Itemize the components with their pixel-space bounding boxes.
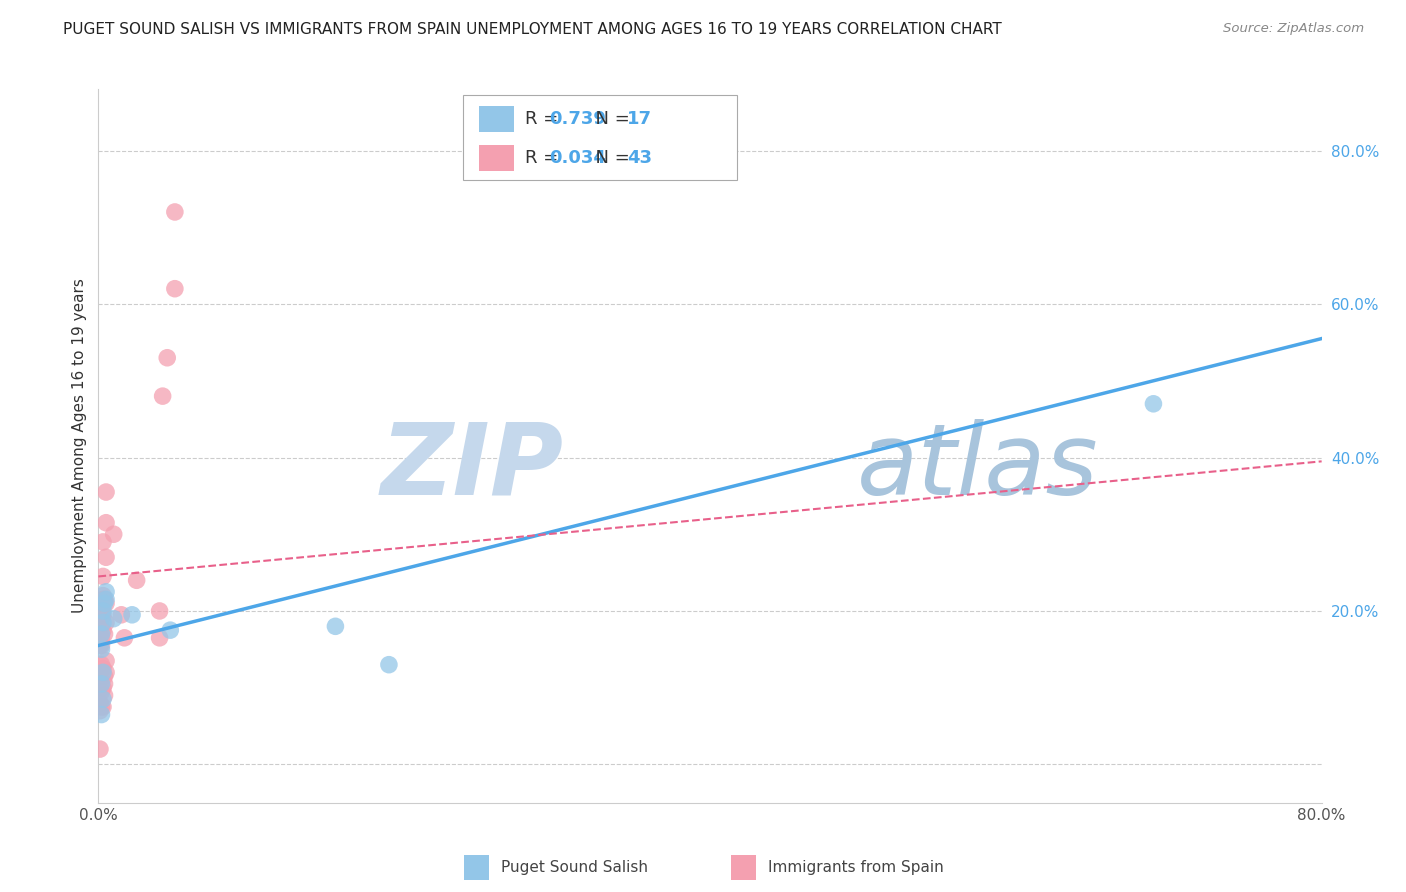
Point — [91, 607, 114, 622]
Point — [149, 604, 172, 618]
Point — [90, 642, 112, 657]
Point — [91, 592, 114, 607]
Point — [94, 584, 117, 599]
Text: 17: 17 — [627, 111, 652, 128]
Point — [89, 665, 111, 680]
Point — [112, 631, 135, 645]
Point — [91, 623, 114, 637]
Point — [89, 696, 111, 710]
Point — [91, 661, 114, 675]
Point — [159, 623, 181, 637]
Point — [93, 627, 115, 641]
Text: N =: N = — [583, 111, 636, 128]
Point — [325, 619, 347, 633]
Point — [94, 592, 117, 607]
Point — [90, 631, 112, 645]
Point — [94, 550, 117, 565]
Point — [149, 631, 172, 645]
Text: R =: R = — [524, 111, 564, 128]
Point — [93, 689, 115, 703]
Point — [94, 516, 117, 530]
Point — [163, 205, 186, 219]
Text: Source: ZipAtlas.com: Source: ZipAtlas.com — [1223, 22, 1364, 36]
Point — [91, 681, 114, 695]
Text: N =: N = — [583, 149, 636, 167]
Point — [90, 677, 112, 691]
Point — [163, 282, 186, 296]
Y-axis label: Unemployment Among Ages 16 to 19 years: Unemployment Among Ages 16 to 19 years — [72, 278, 87, 614]
Text: Puget Sound Salish: Puget Sound Salish — [501, 860, 648, 874]
Point — [91, 699, 114, 714]
Point — [91, 615, 114, 630]
Text: ZIP: ZIP — [380, 419, 564, 516]
Point — [94, 654, 117, 668]
Text: R =: R = — [524, 149, 564, 167]
Point — [93, 677, 115, 691]
Point — [378, 657, 401, 672]
Point — [90, 604, 112, 618]
Point — [125, 574, 148, 588]
Point — [93, 596, 115, 610]
Point — [90, 699, 112, 714]
Point — [91, 535, 114, 549]
Point — [89, 704, 111, 718]
Point — [103, 612, 125, 626]
Point — [1142, 397, 1164, 411]
Point — [94, 485, 117, 500]
Point — [89, 742, 111, 756]
Point — [90, 657, 112, 672]
Point — [91, 604, 114, 618]
Text: 43: 43 — [627, 149, 652, 167]
Point — [94, 615, 117, 630]
Point — [121, 607, 143, 622]
Point — [90, 707, 112, 722]
Point — [89, 639, 111, 653]
Point — [103, 527, 125, 541]
Text: Immigrants from Spain: Immigrants from Spain — [768, 860, 943, 874]
Point — [90, 684, 112, 698]
Text: 0.739: 0.739 — [548, 111, 606, 128]
Point — [90, 612, 112, 626]
Point — [93, 592, 115, 607]
Text: atlas: atlas — [856, 419, 1098, 516]
Point — [93, 669, 115, 683]
Point — [91, 692, 114, 706]
Text: 0.034: 0.034 — [548, 149, 606, 167]
Point — [91, 569, 114, 583]
Point — [91, 665, 114, 680]
Point — [91, 589, 114, 603]
Point — [110, 607, 132, 622]
Point — [90, 639, 112, 653]
Text: PUGET SOUND SALISH VS IMMIGRANTS FROM SPAIN UNEMPLOYMENT AMONG AGES 16 TO 19 YEA: PUGET SOUND SALISH VS IMMIGRANTS FROM SP… — [63, 22, 1002, 37]
Point — [152, 389, 174, 403]
Point — [156, 351, 179, 365]
Point — [94, 596, 117, 610]
Point — [90, 627, 112, 641]
Point — [94, 665, 117, 680]
